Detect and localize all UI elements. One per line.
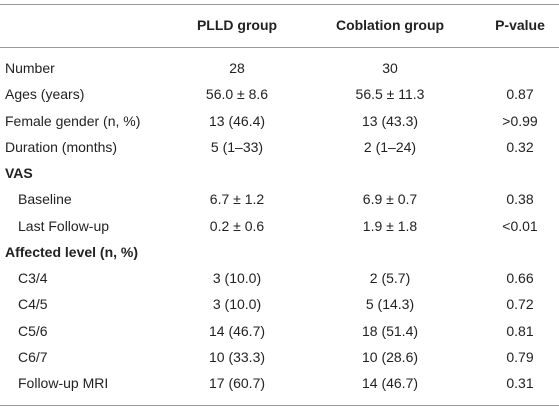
cell: 10 (28.6) bbox=[361, 348, 419, 365]
cell: 6.7 ± 1.2 bbox=[209, 191, 265, 208]
bottom-rule bbox=[0, 405, 559, 406]
section-label: VAS bbox=[5, 165, 33, 181]
cell: 14 (46.7) bbox=[208, 322, 266, 339]
cell: 3 (10.0) bbox=[212, 296, 262, 313]
cell: 0.2 ± 0.6 bbox=[209, 217, 265, 234]
cell: 10 (33.3) bbox=[208, 348, 266, 365]
cell: 2 (5.7) bbox=[369, 270, 411, 286]
cell: 14 (46.7) bbox=[361, 375, 419, 391]
row-label: Last Follow-up bbox=[18, 217, 110, 234]
column-header: P-value bbox=[495, 17, 545, 33]
cell: 0.79 bbox=[506, 348, 534, 365]
cell: 17 (60.7) bbox=[208, 375, 266, 391]
cell: 30 bbox=[382, 60, 398, 76]
row-label: C3/4 bbox=[18, 270, 48, 286]
section-label: Affected level (n, %) bbox=[5, 243, 139, 260]
cell: 2 (1–24) bbox=[363, 138, 417, 155]
cell: 6.9 ± 0.7 bbox=[362, 191, 418, 208]
cell: 0.66 bbox=[506, 270, 534, 286]
row-label: C5/6 bbox=[18, 322, 48, 339]
cell: 13 (43.3) bbox=[361, 112, 419, 129]
cell: 56.0 ± 8.6 bbox=[205, 86, 269, 103]
cell: 1.9 ± 1.8 bbox=[362, 217, 418, 234]
row-label: Follow-up MRI bbox=[18, 375, 109, 391]
cell: 5 (14.3) bbox=[365, 296, 415, 313]
cell: 0.87 bbox=[506, 86, 534, 103]
header-rule bbox=[0, 47, 559, 48]
cell: 0.72 bbox=[506, 296, 534, 313]
cell: 13 (46.4) bbox=[208, 112, 266, 129]
cell: >0.99 bbox=[502, 112, 538, 129]
column-header: Coblation group bbox=[335, 17, 445, 33]
row-label: Duration (months) bbox=[5, 138, 118, 155]
row-label: Female gender (n, %) bbox=[5, 112, 141, 129]
cell: <0.01 bbox=[502, 217, 538, 234]
row-label: Baseline bbox=[18, 191, 72, 208]
cell: 0.32 bbox=[506, 138, 534, 155]
row-label: C6/7 bbox=[18, 348, 48, 365]
column-header: PLLD group bbox=[196, 17, 278, 33]
cell: 3 (10.0) bbox=[212, 270, 262, 286]
row-label: C4/5 bbox=[18, 296, 48, 313]
cell: 28 bbox=[229, 60, 245, 76]
cell: 0.31 bbox=[506, 375, 534, 391]
cell: 18 (51.4) bbox=[361, 322, 419, 339]
row-label: Number bbox=[5, 60, 55, 76]
row-label: Ages (years) bbox=[5, 86, 85, 103]
cell: 5 (1–33) bbox=[210, 138, 264, 155]
cell: 0.81 bbox=[506, 322, 534, 339]
cell: 56.5 ± 11.3 bbox=[355, 86, 425, 103]
top-rule bbox=[0, 4, 559, 5]
cell: 0.38 bbox=[506, 191, 534, 208]
